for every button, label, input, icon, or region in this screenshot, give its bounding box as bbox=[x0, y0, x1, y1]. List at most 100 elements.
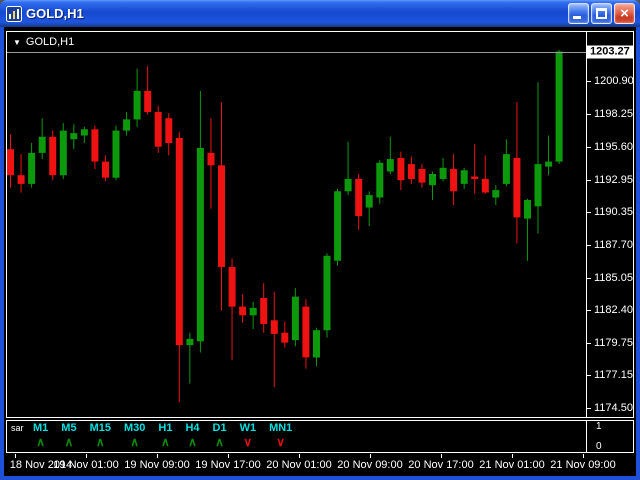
candle-body bbox=[270, 320, 278, 334]
candlestick-plot[interactable]: ▼ GOLD,H1 bbox=[7, 32, 587, 417]
price-tick-label: 1187.70 bbox=[594, 239, 633, 251]
candle-body bbox=[175, 138, 183, 346]
price-tick bbox=[587, 343, 591, 344]
price-tick-label: 1200.90 bbox=[594, 75, 634, 87]
price-tick bbox=[587, 147, 591, 148]
candle-body bbox=[313, 330, 320, 358]
price-tick-label: 1182.40 bbox=[594, 304, 633, 316]
arrow-up-icon: ∧ bbox=[64, 435, 74, 449]
timeframe-label: M1 bbox=[33, 422, 49, 434]
main-chart-panel: ▼ GOLD,H1 1203.27 1200.90 1198.25 1195.60 1… bbox=[6, 31, 634, 418]
timeframe-item-m1[interactable]: M1 ∧ bbox=[33, 421, 48, 449]
price-tick-label: 1195.60 bbox=[594, 141, 633, 153]
price-tick bbox=[587, 81, 591, 82]
time-axis[interactable]: 18 Nov 2014 19 Nov 01:00 19 Nov 09:00 19 No… bbox=[7, 454, 633, 474]
symbol-tag[interactable]: ▼ GOLD,H1 bbox=[13, 36, 74, 48]
price-tick-label: 1177.15 bbox=[594, 369, 633, 381]
candle-body bbox=[112, 130, 120, 178]
price-tick bbox=[587, 278, 591, 279]
time-tick-label: 20 Nov 09:00 bbox=[337, 459, 403, 471]
candle-body bbox=[218, 165, 225, 267]
timeframe-label: M30 bbox=[123, 422, 146, 434]
timeframe-label: M15 bbox=[89, 422, 111, 434]
time-tick bbox=[86, 454, 87, 458]
candle-body bbox=[49, 136, 57, 176]
chart-icon bbox=[6, 5, 22, 22]
timeframe-item-m15[interactable]: M15 ∧ bbox=[90, 421, 111, 449]
candles-canvas bbox=[7, 50, 563, 403]
time-tick-label: 18 Nov 2014 bbox=[9, 459, 73, 471]
candle-body bbox=[102, 161, 109, 178]
candle-body bbox=[207, 152, 215, 166]
candle-body bbox=[471, 176, 479, 179]
indicator-scale: 1 0 bbox=[591, 421, 631, 452]
candle-body bbox=[70, 133, 78, 140]
candle-body bbox=[429, 174, 436, 186]
price-axis[interactable]: 1203.27 1200.90 1198.25 1195.60 1192.95 1190… bbox=[587, 32, 634, 417]
time-tick-label: 21 Nov 09:00 bbox=[550, 459, 616, 471]
symbol-label: GOLD,H1 bbox=[25, 36, 75, 48]
timeframe-item-m5[interactable]: M5 ∧ bbox=[61, 421, 76, 449]
candle-body bbox=[344, 178, 352, 192]
candle-body bbox=[59, 130, 67, 176]
time-tick bbox=[157, 454, 158, 458]
candle-body bbox=[165, 118, 173, 143]
time-tick bbox=[370, 454, 371, 458]
timeframe-label: MN1 bbox=[269, 422, 293, 434]
price-tick bbox=[587, 180, 591, 181]
price-tick-label: 1174.50 bbox=[594, 402, 633, 414]
close-button[interactable]: × bbox=[614, 3, 635, 24]
time-tick-label: 20 Nov 17:00 bbox=[408, 459, 474, 471]
time-tick bbox=[299, 454, 300, 458]
timeframe-item-mn1[interactable]: MN1 ∨ bbox=[269, 421, 292, 449]
candle-body bbox=[123, 119, 131, 131]
candle-body bbox=[133, 90, 141, 120]
candle-body bbox=[534, 164, 542, 207]
candle-body bbox=[524, 200, 531, 219]
maximize-button[interactable] bbox=[591, 3, 612, 24]
price-tick bbox=[587, 114, 591, 115]
candle-body bbox=[249, 307, 257, 316]
price-tick-label: 1179.75 bbox=[594, 337, 633, 349]
sar-indicator-panel: sar M1 ∧ M5 ∧ M15 ∧ M30 ∧ H1 ∧ H4 ∧ D1 ∧ W1 ∨ MN1 ∨ 1 0 bbox=[6, 420, 634, 453]
current-price-badge: 1203.27 bbox=[587, 45, 633, 59]
timeframe-item-m30[interactable]: M30 ∧ bbox=[124, 421, 145, 449]
timeframe-label: D1 bbox=[212, 422, 227, 434]
chart-client-area: ▼ GOLD,H1 1203.27 1200.90 1198.25 1195.60 1… bbox=[4, 27, 636, 476]
arrow-down-icon: ∨ bbox=[243, 435, 253, 449]
price-tick-label: 1185.05 bbox=[594, 272, 633, 284]
candle-body bbox=[7, 149, 14, 176]
timeframe-label: M5 bbox=[61, 422, 77, 434]
timeframe-item-h4[interactable]: H4 ∧ bbox=[185, 421, 199, 449]
candle-body bbox=[228, 267, 236, 307]
timeframe-item-d1[interactable]: D1 ∧ bbox=[213, 421, 227, 449]
arrow-up-icon: ∧ bbox=[36, 435, 46, 449]
time-tick bbox=[441, 454, 442, 458]
candle-body bbox=[513, 157, 521, 218]
arrow-up-icon: ∧ bbox=[215, 435, 224, 449]
minimize-button[interactable] bbox=[568, 3, 589, 24]
current-price-line bbox=[7, 52, 586, 53]
candle-body bbox=[386, 159, 394, 172]
price-tick-label: 1198.25 bbox=[594, 108, 633, 120]
candle-body bbox=[302, 306, 310, 358]
timeframe-item-h1[interactable]: H1 ∧ bbox=[158, 421, 172, 449]
candle-body bbox=[80, 129, 88, 136]
chevron-down-icon: ▼ bbox=[13, 37, 21, 47]
indicator-scale-max: 1 bbox=[596, 421, 602, 432]
candle-body bbox=[196, 147, 204, 342]
candle-body bbox=[154, 112, 162, 147]
title-bar[interactable]: GOLD,H1 × bbox=[0, 0, 640, 27]
candle-body bbox=[281, 332, 289, 343]
price-tick-label: 1190.35 bbox=[594, 206, 633, 218]
price-tick-label: 1192.95 bbox=[594, 174, 633, 186]
candle-body bbox=[397, 157, 405, 181]
timeframe-item-w1[interactable]: W1 ∨ bbox=[240, 421, 257, 449]
sar-indicator-plot[interactable]: sar M1 ∧ M5 ∧ M15 ∧ M30 ∧ H1 ∧ H4 ∧ D1 ∧ W1 ∨ MN1 ∨ bbox=[7, 421, 587, 452]
time-tick-label: 21 Nov 01:00 bbox=[479, 459, 545, 471]
candle-body bbox=[334, 191, 342, 261]
arrow-up-icon: ∧ bbox=[188, 435, 197, 449]
candle-body bbox=[481, 178, 489, 193]
price-tick bbox=[587, 212, 591, 213]
time-tick bbox=[583, 454, 584, 458]
